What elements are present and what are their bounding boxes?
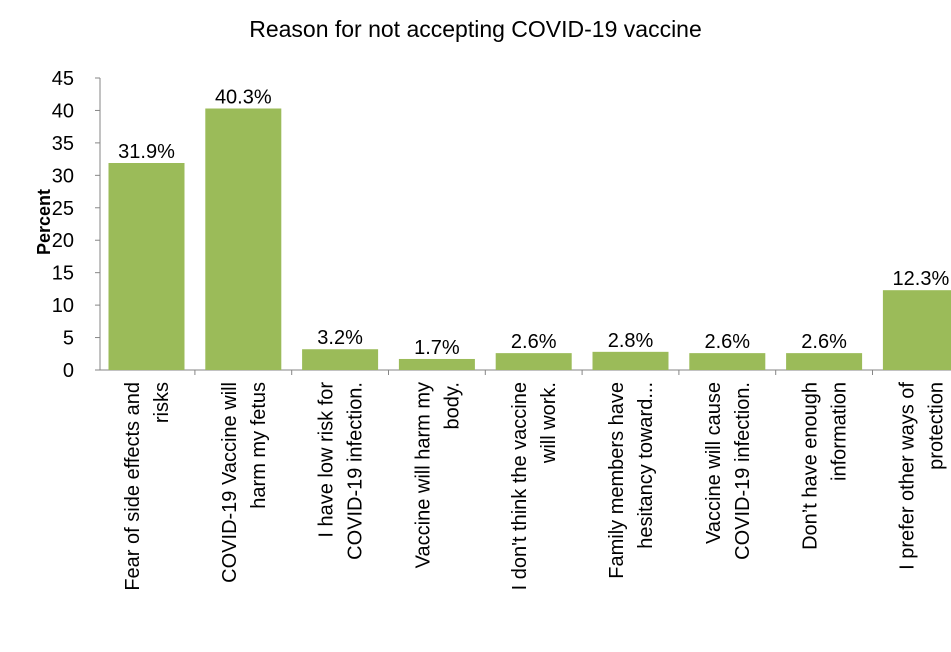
data-label: 31.9% [118,141,175,163]
data-label: 1.7% [414,337,460,359]
y-tick-label: 45 [52,68,74,90]
x-tick-label: Vaccine will cause [703,382,725,544]
x-tick-label: Don’t have enough [800,382,822,550]
bar [495,353,572,370]
x-tick-label: Vaccine will harm my [412,382,434,568]
data-label: 2.6% [801,331,847,353]
x-tick-label: I have low risk for [316,382,338,538]
y-tick-label: 30 [52,165,74,187]
y-tick-label: 15 [52,263,74,285]
bar [592,351,669,370]
bar [398,358,475,370]
x-tick-label: COVID-19 infection. [732,382,754,560]
data-label: 40.3% [215,86,272,108]
bar [205,108,282,371]
y-tick-label: 35 [52,133,74,155]
y-tick-label: 40 [52,100,74,122]
x-tick-label: Family members have [606,382,628,579]
chart-title: Reason for not accepting COVID-19 vaccin… [249,16,702,42]
data-label: 12.3% [893,268,950,290]
x-tick-label: harm my fetus [248,382,270,509]
bar [882,290,951,370]
y-tick-label: 25 [52,198,74,220]
x-tick-labels: Fear of side effects and risks COVID-19 Va… [122,382,947,591]
y-tick-label: 5 [63,328,74,350]
x-tick-label: Fear of side effects and [122,382,144,591]
x-tick-label: I don't think the vaccine [509,382,531,590]
x-tick-label: protection [925,382,947,470]
data-label: 2.6% [511,331,557,353]
x-tick-label: COVID-19 Vaccine will [219,382,241,583]
y-tick-label: 10 [52,295,74,317]
x-tick-label: will work. [538,382,560,464]
data-label: 2.8% [608,330,654,352]
y-tick-label: 20 [52,230,74,252]
x-tick-label: I prefer other ways of [896,382,918,570]
x-tick-label: hesitancy toward... [635,382,657,549]
bar [689,353,766,370]
x-tick-label: information [829,382,851,481]
x-tick-label: COVID-19 infection. [345,382,367,560]
bar [786,353,863,370]
data-label: 3.2% [317,327,363,349]
data-labels: 31.9% 40.3% 3.2% 1.7% 2.6% 2.8% 2.6% 2.6% 12.3% [118,86,949,358]
bars [108,108,951,371]
data-label: 2.6% [705,331,751,353]
bar [302,349,379,370]
y-tick-label: 0 [63,360,74,382]
bar [108,163,185,370]
y-axis-label: Percent [34,189,54,255]
x-tick-label: risks [151,382,173,423]
x-tick-label: body. [441,382,463,429]
